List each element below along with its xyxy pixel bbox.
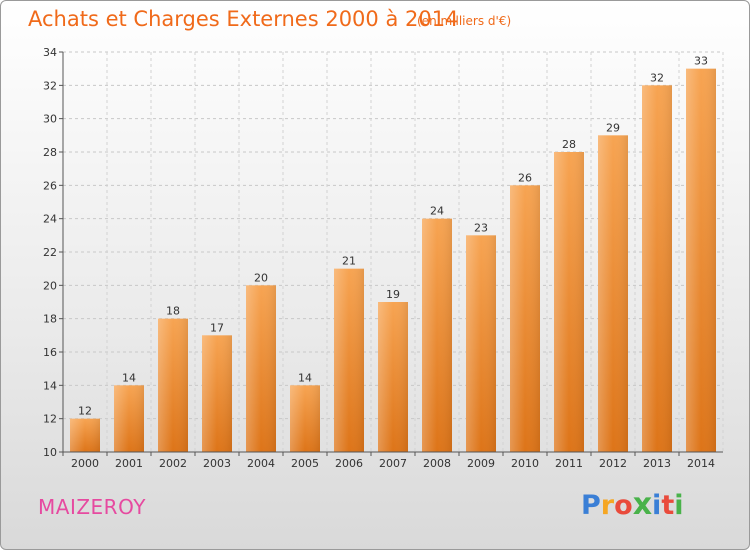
proxiti-logo: Proxiti (581, 487, 684, 522)
y-tick-label: 10 (43, 446, 57, 459)
logo-letter: i (674, 490, 684, 521)
x-tick-label: 2005 (291, 457, 319, 470)
x-tick-label: 2009 (467, 457, 495, 470)
bar-value-label: 23 (474, 221, 488, 234)
bar-shade (554, 152, 584, 452)
bar-shade (378, 302, 408, 452)
logo-letter: P (581, 490, 601, 521)
bar-value-label: 24 (430, 205, 444, 218)
y-tick-label: 16 (43, 346, 57, 359)
y-tick-label: 32 (43, 79, 57, 92)
bar-value-label: 32 (650, 71, 664, 84)
y-tick-label: 14 (43, 379, 57, 392)
bars: 12 14 18 17 20 14 21 19 24 23 26 28 29 32 33 (70, 55, 716, 453)
bar-shade (202, 335, 232, 452)
x-tick-label: 2008 (423, 457, 451, 470)
bar-shade (334, 268, 364, 452)
bar-value-label: 14 (122, 371, 136, 384)
bar-shade (686, 68, 716, 453)
bar-shade (246, 285, 276, 452)
logo-letter: r (600, 490, 615, 521)
bar-shade (466, 235, 496, 452)
bar-shade (510, 185, 540, 453)
bar-value-label: 28 (562, 138, 576, 151)
y-tick-label: 18 (43, 313, 57, 326)
bar-shade (158, 318, 188, 452)
y-tick-label: 30 (43, 113, 57, 126)
bar-shade (114, 385, 144, 452)
location-label: MAIZEROY (38, 495, 146, 519)
x-tick-label: 2007 (379, 457, 407, 470)
bar-value-label: 17 (210, 321, 224, 334)
bar-value-label: 26 (518, 171, 532, 184)
x-tick-label: 2010 (511, 457, 539, 470)
bar-value-label: 20 (254, 271, 268, 284)
x-tick-label: 2013 (643, 457, 671, 470)
bar-shade (422, 218, 452, 452)
bar-shade (642, 85, 672, 452)
x-tick-label: 2014 (687, 457, 715, 470)
x-tick-label: 2001 (115, 457, 143, 470)
y-tick-label: 22 (43, 246, 57, 259)
x-tick-label: 2000 (71, 457, 99, 470)
x-tick-label: 2002 (159, 457, 187, 470)
y-tick-label: 28 (43, 146, 57, 159)
logo-letter: i (652, 490, 662, 521)
y-tick-label: 12 (43, 413, 57, 426)
bar-value-label: 19 (386, 288, 400, 301)
x-tick-label: 2012 (599, 457, 627, 470)
bar-shade (290, 385, 320, 452)
bar-value-label: 33 (694, 55, 708, 68)
chart-title: Achats et Charges Externes 2000 à 2014 (28, 7, 459, 31)
bar-shade (70, 418, 100, 452)
y-tick-label: 34 (43, 46, 57, 59)
x-tick-label: 2011 (555, 457, 583, 470)
x-tick-label: 2003 (203, 457, 231, 470)
logo-letter: o (614, 490, 633, 521)
bar-value-label: 18 (166, 305, 180, 318)
axes: 10 12 14 16 18 20 22 24 26 28 30 32 34 2000 2001 2002 20… (43, 46, 723, 470)
logo-letter: t (661, 490, 675, 521)
y-tick-label: 24 (43, 213, 57, 226)
bar-value-label: 12 (78, 405, 92, 418)
x-tick-label: 2004 (247, 457, 275, 470)
logo-letter: x (632, 487, 653, 522)
bar-value-label: 29 (606, 121, 620, 134)
y-tick-label: 26 (43, 179, 57, 192)
chart-subtitle: (en milliers d'€) (417, 14, 512, 28)
y-tick-label: 20 (43, 279, 57, 292)
bar-value-label: 21 (342, 255, 356, 268)
x-tick-label: 2006 (335, 457, 363, 470)
bar-shade (598, 135, 628, 453)
bar-value-label: 14 (298, 371, 312, 384)
